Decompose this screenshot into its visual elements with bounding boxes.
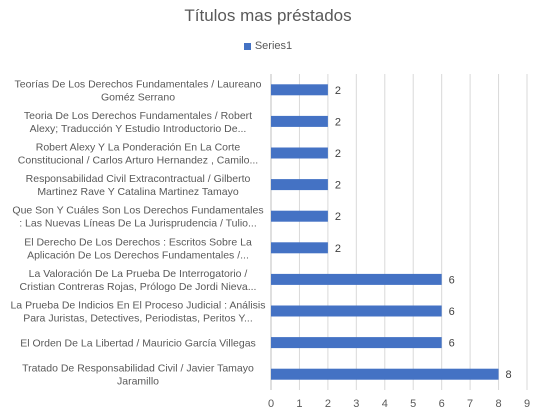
bar (271, 368, 499, 380)
legend: Series1 (0, 40, 536, 52)
x-tick-label: 6 (439, 398, 445, 410)
chart-title: Títulos mas préstados (184, 6, 352, 25)
category-label: La Valoración De La Prueba De Interrogat… (20, 268, 257, 293)
bar (271, 179, 328, 191)
data-label: 2 (335, 180, 341, 192)
category-label: La Prueba De Indicios En El Proceso Judi… (10, 300, 265, 325)
x-tick-label: 9 (524, 398, 530, 410)
data-label: 2 (335, 116, 341, 128)
bar (271, 210, 328, 222)
data-label: 6 (449, 306, 455, 318)
category-label: Robert Alexy Y La Ponderación En La Cort… (18, 142, 258, 167)
category-label: Que Son Y Cuáles Son Los Derechos Fundam… (12, 205, 263, 230)
x-tick-label: 3 (353, 398, 359, 410)
x-tick-label: 4 (382, 398, 388, 410)
bar (271, 273, 442, 285)
bar (271, 84, 328, 96)
bar (271, 147, 328, 159)
data-label: 6 (449, 338, 455, 350)
category-label: Teorías De Los Derechos Fundamentales / … (15, 78, 262, 103)
category-label: El Orden De La Libertad / Mauricio Garcí… (20, 338, 256, 350)
category-label: Responsabilidad Civil Extracontractual /… (26, 173, 251, 198)
x-tick-label: 7 (467, 398, 473, 410)
data-label: 8 (506, 369, 512, 381)
data-label: 2 (335, 85, 341, 97)
category-label: Tratado De Responsabilidad Civil / Javie… (22, 363, 254, 388)
x-tick-label: 5 (410, 398, 416, 410)
x-tick-label: 0 (268, 398, 274, 410)
bar (271, 242, 328, 254)
bar (271, 337, 442, 349)
bar (271, 305, 442, 317)
data-label: 2 (335, 243, 341, 255)
category-label: El Derecho De Los Derechos : Escritos So… (24, 236, 252, 261)
data-label: 2 (335, 211, 341, 223)
x-tick-label: 2 (325, 398, 331, 410)
legend-swatch (243, 42, 251, 50)
x-tick-label: 1 (296, 398, 302, 410)
data-label: 6 (449, 274, 455, 286)
data-label: 2 (335, 148, 341, 160)
category-label: Teoria De Los Derechos Fundamentales / R… (24, 110, 252, 135)
bar (271, 115, 328, 127)
x-tick-label: 8 (495, 398, 501, 410)
legend-label: Series1 (254, 40, 293, 52)
